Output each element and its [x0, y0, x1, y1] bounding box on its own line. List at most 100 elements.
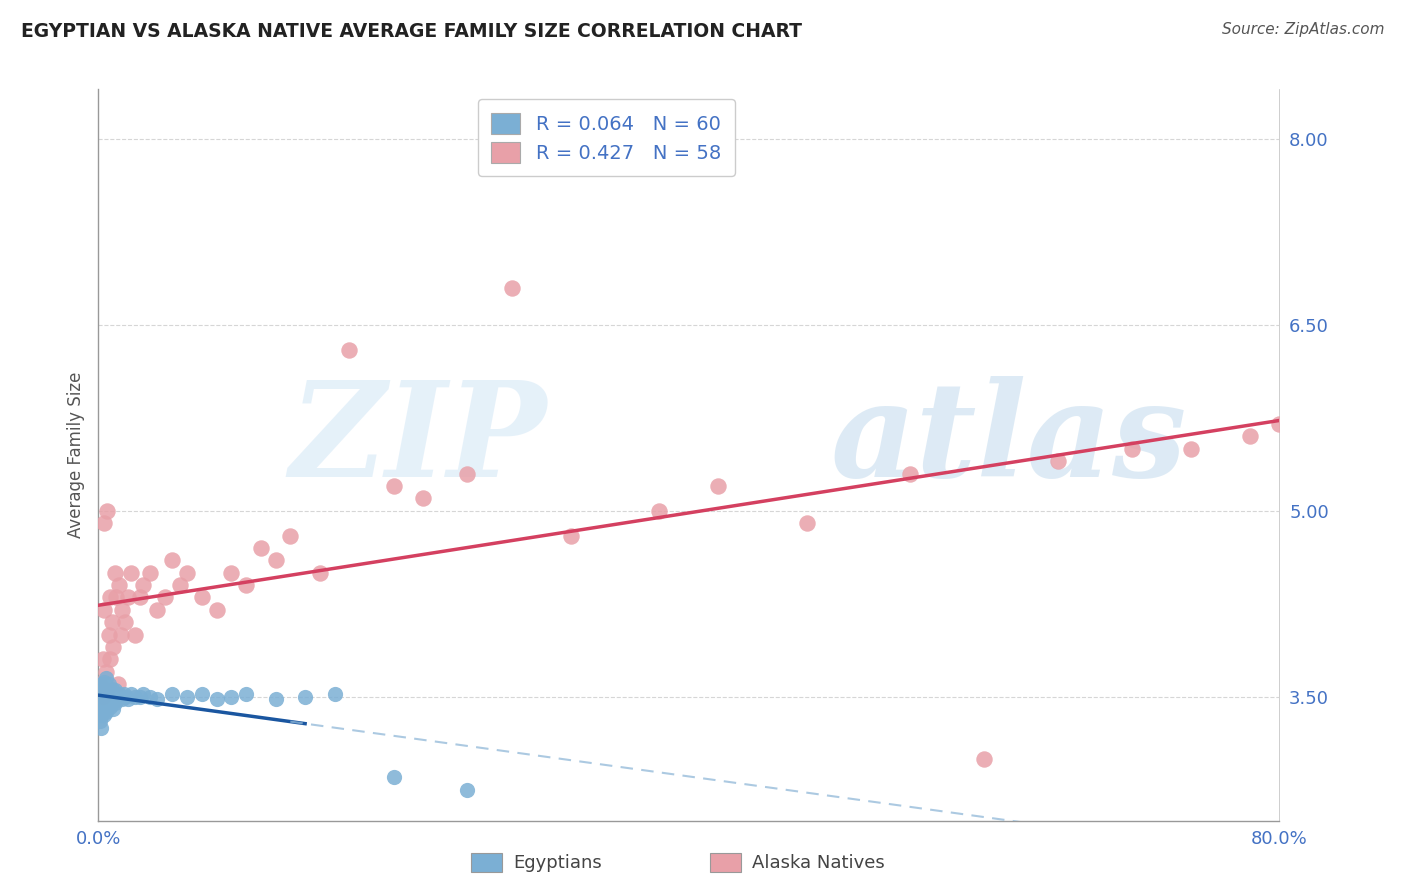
Point	[104, 566, 127, 580]
Point	[111, 692, 134, 706]
Point	[1121, 442, 1143, 456]
Point	[457, 782, 479, 797]
Point	[648, 504, 671, 518]
Point	[103, 690, 125, 704]
Point	[339, 343, 361, 357]
Point	[124, 628, 146, 642]
Point	[501, 280, 523, 294]
Point	[114, 615, 136, 630]
Text: atlas: atlas	[831, 376, 1187, 505]
Point	[162, 553, 183, 567]
Point	[139, 690, 162, 704]
Point	[412, 491, 434, 506]
Point	[1046, 454, 1070, 468]
Point	[94, 671, 117, 685]
Point	[94, 665, 117, 679]
Point	[139, 566, 162, 580]
Point	[973, 752, 995, 766]
Point	[191, 687, 214, 701]
Point	[96, 504, 118, 518]
Point	[91, 705, 114, 719]
Point	[96, 692, 118, 706]
Point	[96, 683, 118, 698]
Point	[98, 699, 121, 714]
Point	[91, 677, 114, 691]
Point	[707, 479, 730, 493]
Point	[94, 705, 117, 719]
Point	[89, 683, 111, 698]
Point	[90, 721, 112, 735]
Point	[108, 687, 131, 701]
Point	[112, 687, 135, 701]
Point	[89, 696, 111, 710]
Point	[111, 603, 134, 617]
Point	[132, 578, 155, 592]
Point	[169, 578, 191, 592]
Point	[1268, 417, 1291, 431]
Point	[1298, 404, 1320, 418]
Point	[89, 714, 111, 729]
Point	[97, 677, 120, 691]
Point	[235, 578, 257, 592]
Point	[176, 690, 198, 704]
Point	[128, 690, 150, 704]
Legend: R = 0.064   N = 60, R = 0.427   N = 58: R = 0.064 N = 60, R = 0.427 N = 58	[478, 99, 735, 177]
Point	[457, 467, 479, 481]
Point	[205, 692, 228, 706]
Point	[94, 699, 117, 714]
Point	[89, 677, 111, 691]
Point	[205, 603, 228, 617]
Point	[309, 566, 332, 580]
Point	[221, 566, 243, 580]
Point	[900, 467, 922, 481]
Text: Egyptians: Egyptians	[513, 854, 602, 871]
Point	[91, 652, 114, 666]
Point	[93, 708, 115, 723]
Point	[93, 692, 115, 706]
Point	[98, 591, 121, 605]
Point	[105, 690, 128, 704]
Text: EGYPTIAN VS ALASKA NATIVE AVERAGE FAMILY SIZE CORRELATION CHART: EGYPTIAN VS ALASKA NATIVE AVERAGE FAMILY…	[21, 22, 801, 41]
Point	[91, 687, 114, 701]
Point	[162, 687, 183, 701]
Point	[382, 479, 405, 493]
Point	[191, 591, 214, 605]
Point	[264, 692, 287, 706]
Point	[97, 628, 120, 642]
Point	[98, 687, 121, 701]
Point	[104, 696, 127, 710]
Point	[98, 652, 121, 666]
Point	[90, 683, 112, 698]
Point	[264, 553, 287, 567]
Point	[382, 770, 405, 784]
Point	[91, 699, 114, 714]
Point	[105, 591, 128, 605]
Text: Alaska Natives: Alaska Natives	[752, 854, 884, 871]
Point	[280, 528, 302, 542]
Point	[100, 682, 122, 697]
Point	[176, 566, 198, 580]
Point	[221, 690, 243, 704]
Point	[90, 677, 112, 691]
Point	[104, 683, 127, 698]
Text: Source: ZipAtlas.com: Source: ZipAtlas.com	[1222, 22, 1385, 37]
Point	[120, 566, 142, 580]
Point	[94, 683, 117, 698]
Point	[93, 674, 115, 689]
Point	[235, 687, 257, 701]
Point	[107, 692, 129, 706]
Point	[93, 683, 115, 698]
Point	[117, 591, 139, 605]
Text: ZIP: ZIP	[290, 376, 547, 505]
Point	[100, 615, 122, 630]
Point	[560, 528, 582, 542]
Point	[96, 683, 118, 698]
Point	[117, 692, 139, 706]
Point	[90, 702, 112, 716]
Point	[91, 690, 114, 704]
Point	[146, 692, 169, 706]
Point	[100, 696, 122, 710]
Point	[110, 628, 132, 642]
Point	[107, 677, 129, 691]
Point	[128, 591, 150, 605]
